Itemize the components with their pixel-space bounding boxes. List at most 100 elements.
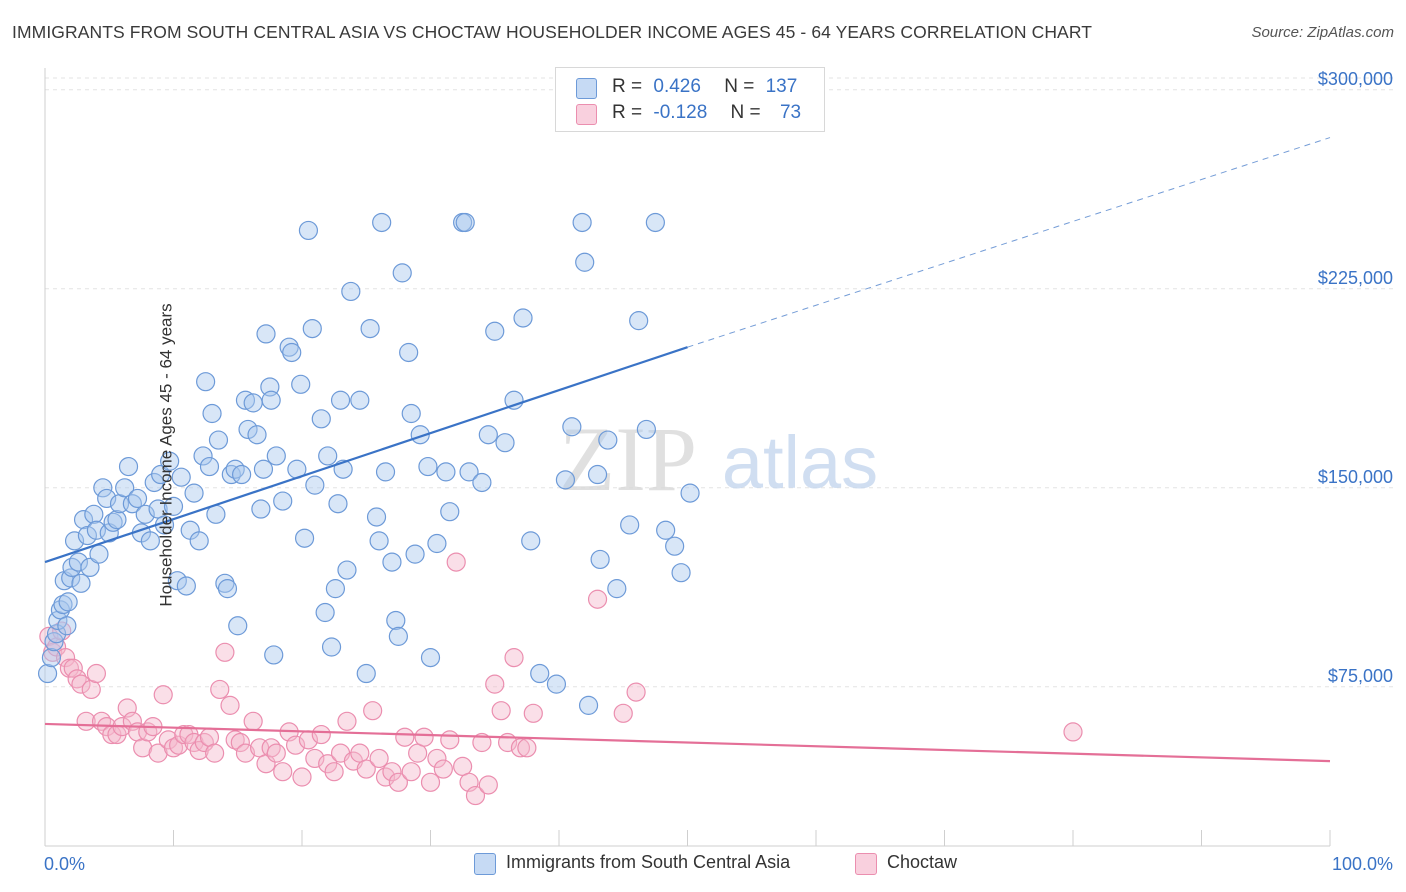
south-central-asia-point: [572, 212, 592, 233]
bottom-legend-label-series1: Immigrants from South Central Asia: [506, 852, 791, 872]
south-central-asia-point: [321, 637, 342, 657]
south-central-asia-point: [495, 433, 515, 453]
y-tick-label: $75,000: [1328, 666, 1393, 686]
south-central-asia-point: [440, 502, 460, 522]
legend-swatch-blue: [576, 78, 597, 99]
south-central-asia-point: [279, 337, 299, 357]
south-central-asia-point: [420, 648, 441, 668]
choctaw-point: [420, 772, 441, 792]
south-central-asia-point: [176, 576, 196, 596]
south-central-asia-point: [427, 533, 447, 554]
south-central-asia-point: [665, 536, 685, 556]
choctaw-point: [86, 663, 107, 684]
choctaw-point: [261, 738, 281, 758]
south-central-asia-point: [645, 212, 665, 233]
choctaw-point: [465, 785, 486, 806]
south-central-asia-point: [171, 467, 191, 487]
legend-n-label: N =: [730, 102, 761, 123]
correlation-legend: R = 0.426 N = 137 R = -0.128 N = 73: [555, 67, 825, 132]
south-central-asia-point: [629, 311, 649, 331]
south-central-asia-point: [196, 372, 216, 392]
south-central-asia-point: [273, 491, 293, 511]
south-central-asia-points: [37, 212, 700, 715]
choctaw-points: [39, 552, 1083, 806]
south-central-asia-point: [478, 425, 498, 445]
south-central-asia-point: [337, 560, 357, 580]
choctaw-point: [491, 701, 511, 721]
south-central-asia-point: [366, 507, 387, 527]
south-central-asia-point: [140, 531, 160, 551]
choctaw-trend-line: [44, 722, 1331, 763]
south-central-asia-point: [386, 610, 406, 631]
choctaw-point: [433, 759, 453, 779]
x-tick-label-max: 100.0%: [1332, 854, 1393, 874]
south-central-asia-trend-extension: [687, 137, 1331, 348]
choctaw-point: [266, 743, 286, 763]
south-central-asia-point: [455, 212, 475, 233]
south-central-asia-point: [587, 464, 608, 485]
south-central-asia-point: [266, 446, 286, 466]
south-central-asia-point: [328, 494, 348, 514]
south-central-asia-point: [93, 478, 113, 498]
south-central-asia-point: [369, 531, 389, 551]
choctaw-point: [243, 711, 263, 731]
south-central-asia-point: [202, 403, 222, 424]
choctaw-point: [517, 738, 537, 758]
south-central-asia-trend-line: [44, 346, 688, 564]
choctaw-point: [285, 735, 306, 755]
y-tick-labels: $75,000 $150,000 $225,000 $300,000: [1318, 69, 1393, 686]
choctaw-point: [67, 669, 87, 689]
south-central-asia-point: [57, 616, 77, 636]
trend-lines: [44, 137, 1331, 763]
south-central-asia-point: [555, 470, 576, 490]
axes: [44, 68, 1331, 847]
south-central-asia-point: [330, 390, 351, 410]
legend-r-label: R =: [612, 102, 643, 123]
south-central-asia-point: [68, 552, 89, 572]
choctaw-point: [395, 727, 415, 747]
choctaw-point: [427, 748, 447, 769]
south-central-asia-point: [115, 478, 135, 498]
legend-r-label: R =: [612, 76, 643, 97]
choctaw-point: [472, 732, 492, 753]
choctaw-point: [414, 727, 434, 747]
south-central-asia-point: [58, 592, 78, 612]
choctaw-point: [235, 743, 256, 763]
y-tick-label: $150,000: [1318, 467, 1393, 487]
south-central-asia-point: [53, 594, 73, 615]
south-central-asia-point: [291, 374, 311, 394]
choctaw-point: [148, 743, 168, 763]
legend-r-value: 0.426: [653, 76, 701, 97]
south-central-asia-point: [256, 324, 276, 344]
choctaw-point: [446, 552, 466, 572]
legend-n-value: 137: [765, 76, 798, 97]
south-central-asia-point: [282, 342, 302, 363]
choctaw-point: [350, 743, 370, 763]
choctaw-point: [174, 724, 194, 745]
south-central-asia-point: [392, 263, 412, 283]
south-central-asia-point: [184, 483, 204, 503]
choctaw-point: [478, 775, 498, 795]
choctaw-point: [199, 727, 220, 747]
south-central-asia-point: [590, 549, 610, 570]
choctaw-point: [587, 589, 608, 609]
x-tick-labels: 0.0% 100.0%: [44, 854, 1393, 874]
legend-swatch-pink: [576, 104, 597, 125]
choctaw-point: [337, 711, 357, 731]
south-central-asia-point: [261, 390, 281, 410]
bottom-legend-label-series2: Choctaw: [887, 852, 958, 872]
south-central-asia-point: [305, 475, 325, 495]
south-central-asia-point: [127, 488, 148, 509]
choctaw-point: [81, 679, 101, 700]
south-central-asia-point: [215, 573, 235, 593]
south-central-asia-point: [264, 645, 284, 665]
south-central-asia-point: [73, 510, 94, 530]
south-central-asia-point: [122, 494, 142, 514]
choctaw-point: [318, 754, 338, 774]
south-central-asia-point: [243, 393, 263, 413]
south-central-asia-point: [189, 531, 209, 551]
south-central-asia-point: [341, 281, 361, 302]
south-central-asia-point: [71, 573, 91, 593]
choctaw-point: [153, 685, 173, 705]
y-axis-label: Householder Income Ages 45 - 64 years: [156, 303, 176, 607]
